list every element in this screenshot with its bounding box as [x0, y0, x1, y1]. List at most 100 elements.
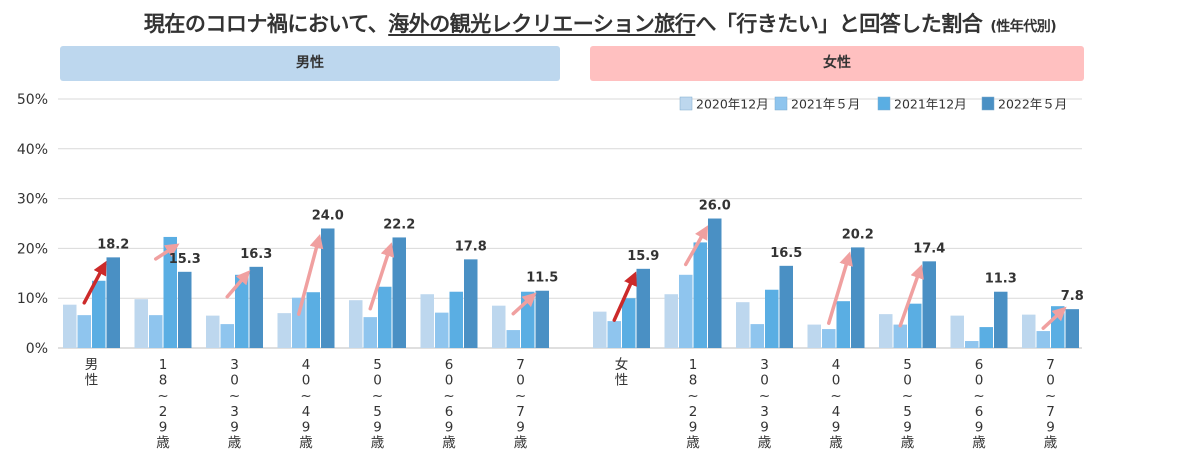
- bar: [679, 274, 693, 348]
- x-tick-label-char: 歳: [156, 435, 170, 451]
- title-subtitle: (性年代別): [990, 19, 1057, 35]
- data-label: 24.0: [312, 208, 344, 223]
- x-tick-label-char: 2: [159, 404, 168, 420]
- data-label: 7.8: [1061, 289, 1084, 304]
- bar: [306, 292, 320, 348]
- legend-swatch: [774, 96, 788, 111]
- title-highlight: 海外の観光レクリエーション旅行: [388, 12, 696, 36]
- x-tick-label-char: 0: [373, 373, 382, 389]
- x-tick-label-char: 男: [85, 357, 99, 373]
- data-label: 18.2: [97, 237, 129, 252]
- x-tick-label-char: 8: [159, 373, 168, 389]
- bar: [750, 324, 764, 348]
- x-tick-label-char: 歳: [686, 435, 700, 451]
- legend-swatch: [679, 96, 693, 111]
- trend-arrow: [612, 271, 637, 322]
- bar: [506, 330, 520, 348]
- bar: [178, 271, 192, 348]
- bar: [893, 324, 907, 348]
- x-tick-label-char: 歳: [514, 435, 528, 451]
- bar: [92, 280, 106, 348]
- bar: [822, 329, 836, 348]
- bar: [464, 259, 478, 348]
- data-label: 11.3: [985, 272, 1017, 287]
- legend-swatch: [981, 96, 995, 111]
- x-tick-label-char: 1: [159, 357, 168, 373]
- x-tick-label-char: 女: [615, 356, 629, 373]
- bar: [277, 313, 291, 348]
- trend-arrow: [827, 251, 853, 325]
- x-tick-label-char: 5: [903, 357, 912, 373]
- x-tick-label-char: 3: [230, 404, 239, 420]
- bar: [636, 268, 650, 348]
- bar: [435, 312, 449, 348]
- x-tick-label-char: 0: [516, 373, 525, 389]
- bar: [708, 218, 722, 348]
- x-tick-label-char: 0: [903, 373, 912, 389]
- bar: [134, 299, 148, 348]
- bar: [535, 290, 549, 348]
- bar: [349, 300, 363, 348]
- x-tick-label-char: 0: [445, 373, 454, 389]
- x-tick-label-char: 7: [1046, 404, 1055, 420]
- trend-arrow: [684, 225, 709, 267]
- x-tick-label-char: 0: [302, 373, 311, 389]
- x-tick-label-char: 0: [975, 373, 984, 389]
- x-tick-label-char: 4: [832, 404, 841, 420]
- x-tick-label-char: 9: [1046, 419, 1055, 435]
- legend-label: 2021年５月: [791, 97, 860, 112]
- data-label: 26.0: [699, 199, 731, 214]
- x-tick-label-char: ~: [229, 388, 240, 404]
- trend-arrow: [297, 233, 324, 316]
- chart-title: 現在のコロナ禍において、海外の観光レクリエーション旅行へ「行きたい」と回答した割…: [0, 8, 1200, 38]
- y-tick-label: 30%: [17, 192, 48, 208]
- bar: [765, 289, 779, 348]
- title-suffix: へ「行きたい」と回答した割合: [695, 12, 983, 36]
- bar: [106, 257, 120, 348]
- x-tick-label-char: 歳: [442, 435, 456, 451]
- data-label: 11.5: [526, 271, 558, 286]
- x-tick-label-char: 5: [373, 357, 382, 373]
- x-tick-label-char: ~: [443, 388, 454, 404]
- bar: [779, 265, 793, 348]
- data-label: 17.8: [455, 239, 487, 254]
- bar: [163, 236, 177, 348]
- bar: [249, 266, 263, 348]
- bar: [292, 297, 306, 348]
- x-tick-label-char: 6: [975, 357, 984, 373]
- x-tick-label-char: 5: [373, 404, 382, 420]
- x-tick-label-char: 8: [689, 373, 698, 389]
- x-tick-label-char: 9: [760, 419, 769, 435]
- x-tick-label-char: 2: [689, 404, 698, 420]
- x-tick-label-char: ~: [830, 388, 841, 404]
- male-group-header: 男性: [60, 46, 560, 81]
- x-tick-label-char: 3: [760, 357, 769, 373]
- x-tick-label-char: 9: [975, 419, 984, 435]
- trend-arrow: [511, 292, 537, 316]
- x-tick-label-char: 6: [975, 404, 984, 420]
- x-tick-label-char: 9: [516, 419, 525, 435]
- x-tick-label-char: 0: [832, 373, 841, 389]
- trend-arrow: [154, 243, 180, 261]
- x-tick-label-char: 7: [1046, 357, 1055, 373]
- bar: [664, 294, 678, 348]
- x-tick-label-char: ~: [759, 388, 770, 404]
- x-tick-label-char: 9: [445, 419, 454, 435]
- labels-layer: 0%10%20%30%40%50%18.2男性15.318~29歳16.330~…: [17, 92, 1084, 451]
- y-tick-label: 10%: [17, 291, 48, 307]
- x-tick-label-char: 歳: [299, 435, 313, 451]
- x-tick-label-char: 歳: [972, 435, 986, 451]
- legend-label: 2022年５月: [998, 97, 1067, 112]
- title-prefix: 現在のコロナ禍において、: [143, 12, 389, 36]
- bar: [922, 261, 936, 348]
- x-tick-label-char: ~: [1045, 388, 1056, 404]
- bar: [836, 301, 850, 348]
- trend-arrow: [368, 242, 395, 311]
- x-tick-label-char: 0: [760, 373, 769, 389]
- x-tick-label-char: ~: [157, 388, 168, 404]
- x-tick-label-char: 歳: [228, 435, 242, 451]
- data-label: 16.5: [770, 246, 802, 261]
- x-tick-label-char: 1: [689, 357, 698, 373]
- bar: [622, 298, 636, 348]
- y-tick-label: 40%: [17, 142, 48, 158]
